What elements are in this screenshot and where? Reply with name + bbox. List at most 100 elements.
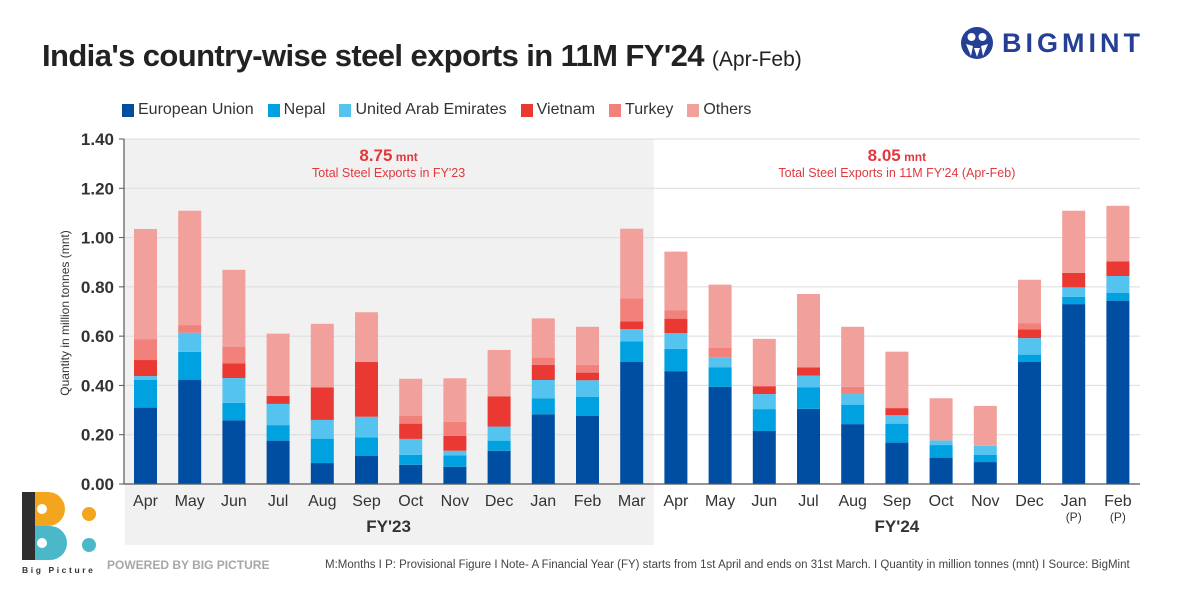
x-tick-label: Nov [971, 493, 999, 510]
annotation-value: 8.75 [359, 146, 392, 165]
legend-label: Others [703, 101, 752, 118]
bar-segment-european-union [222, 420, 246, 484]
legend-label: Vietnam [536, 101, 596, 118]
bar-segment-vietnam [1018, 329, 1041, 339]
bar-segment-nepal [1018, 354, 1041, 363]
bar-segment-vietnam [266, 396, 290, 404]
y-tick-label: 1.40 [81, 130, 114, 149]
bar-segment-others [1106, 205, 1130, 262]
x-tick-label: May [175, 493, 205, 510]
bar-segment-vietnam [487, 396, 511, 427]
big-picture-emblem-icon [22, 492, 96, 560]
y-tick-label: 1.00 [81, 229, 114, 248]
bar-segment-vietnam [134, 360, 157, 377]
bar-segment-european-union [929, 457, 953, 484]
bar-segment-turkey [620, 298, 644, 322]
bar-segment-united-arab-emirates [531, 380, 555, 399]
bar-segment-european-union [443, 466, 467, 484]
bar-segment-nepal [708, 367, 732, 387]
bar-segment-nepal [1106, 293, 1130, 301]
bar-segment-united-arab-emirates [266, 403, 290, 426]
y-tick-label: 0.80 [81, 278, 114, 297]
bar-segment-nepal [841, 404, 865, 425]
bar-segment-turkey [178, 325, 202, 333]
legend-label: European Union [138, 101, 254, 118]
bar-segment-united-arab-emirates [399, 438, 423, 455]
bar-segment-nepal [310, 438, 334, 464]
x-tick-label: Feb [574, 493, 602, 510]
bar-segment-others [178, 210, 202, 326]
bar-segment-european-union [355, 455, 378, 484]
bar-segment-others [222, 269, 246, 347]
bar-segment-united-arab-emirates [752, 394, 776, 410]
bar-segment-nepal [355, 437, 378, 456]
bar-segment-vietnam [443, 435, 467, 451]
bar-segment-nepal [134, 380, 157, 408]
chart-title-subtitle: (Apr-Feb) [711, 48, 802, 71]
annotation-total-fy-24: 8.05 mnt [868, 146, 926, 165]
legend-label: Nepal [283, 101, 326, 118]
y-tick-label: 0.60 [81, 327, 114, 346]
x-tick-label: Feb [1104, 493, 1132, 510]
legend-item-european-union: European Union [122, 101, 254, 119]
bar-segment-others [487, 349, 511, 397]
y-tick-label: 0.40 [81, 376, 114, 395]
bar-segment-nepal [620, 341, 644, 363]
x-tick-label: Aug [838, 493, 866, 510]
bar-segment-turkey [531, 357, 555, 365]
bar-segment-nepal [266, 425, 290, 441]
bar-segment-others [1062, 210, 1086, 273]
bar-segment-vietnam [1106, 261, 1130, 277]
legend-item-vietnam: Vietnam [520, 101, 596, 119]
chart-title-main: India's country-wise steel exports in 11… [42, 38, 704, 73]
x-tick-label: Sep [352, 493, 381, 510]
bar-segment-vietnam [399, 423, 423, 439]
legend-swatch [520, 103, 533, 117]
legend-label: Turkey [625, 101, 674, 118]
bar-segment-european-union [664, 371, 688, 484]
bar-segment-others [752, 338, 776, 387]
bigmint-wordmark: BIGMINT [1002, 27, 1144, 58]
bar-segment-nepal [443, 455, 467, 467]
x-tick-label: Nov [441, 493, 469, 510]
x-tick-label: May [705, 493, 735, 510]
bigmint-logo: BIGMINT [960, 26, 1144, 60]
annotation-caption-fy-23: Total Steel Exports in FY'23 [312, 166, 465, 180]
x-tick-label: Oct [398, 493, 423, 510]
annotation-unit: mnt [901, 150, 926, 164]
bar-segment-others [664, 251, 688, 311]
x-tick-sublabel: (P) [1110, 510, 1126, 524]
bar-segment-others [620, 228, 644, 299]
bar-segment-vietnam [664, 318, 688, 334]
bar-segment-united-arab-emirates [1062, 287, 1086, 297]
bar-segment-others [797, 294, 820, 368]
bar-segment-turkey [134, 339, 157, 361]
legend-item-others: Others [687, 101, 751, 119]
annotation-total-fy-23: 8.75 mnt [359, 146, 417, 165]
bar-segment-others [576, 326, 599, 365]
bar-segment-others [355, 312, 378, 363]
bar-segment-european-union [797, 408, 820, 484]
bar-segment-nepal [929, 445, 953, 458]
bar-segment-european-union [178, 380, 202, 484]
x-tick-label: Jul [798, 493, 818, 510]
bar-segment-others [443, 378, 467, 422]
bar-segment-turkey [399, 415, 423, 424]
bar-segment-vietnam [1062, 272, 1086, 288]
bar-segment-nepal [399, 454, 423, 465]
bar-segment-united-arab-emirates [620, 328, 644, 342]
bar-segment-others [531, 318, 555, 358]
legend-swatch [609, 103, 622, 117]
bar-segment-united-arab-emirates [929, 440, 953, 446]
bar-segment-turkey [1018, 323, 1041, 330]
x-tick-label: Aug [308, 493, 336, 510]
powered-by-label: POWERED BY BIG PICTURE [107, 558, 270, 572]
legend-swatch [339, 103, 352, 117]
bar-segment-vietnam [797, 367, 820, 376]
group-label-fy-24: FY'24 [875, 517, 920, 536]
x-tick-label: Dec [1015, 493, 1043, 510]
bar-segment-european-union [1106, 300, 1130, 484]
big-picture-logo-text: Big Picture [22, 565, 96, 575]
bar-segment-european-union [310, 463, 334, 484]
